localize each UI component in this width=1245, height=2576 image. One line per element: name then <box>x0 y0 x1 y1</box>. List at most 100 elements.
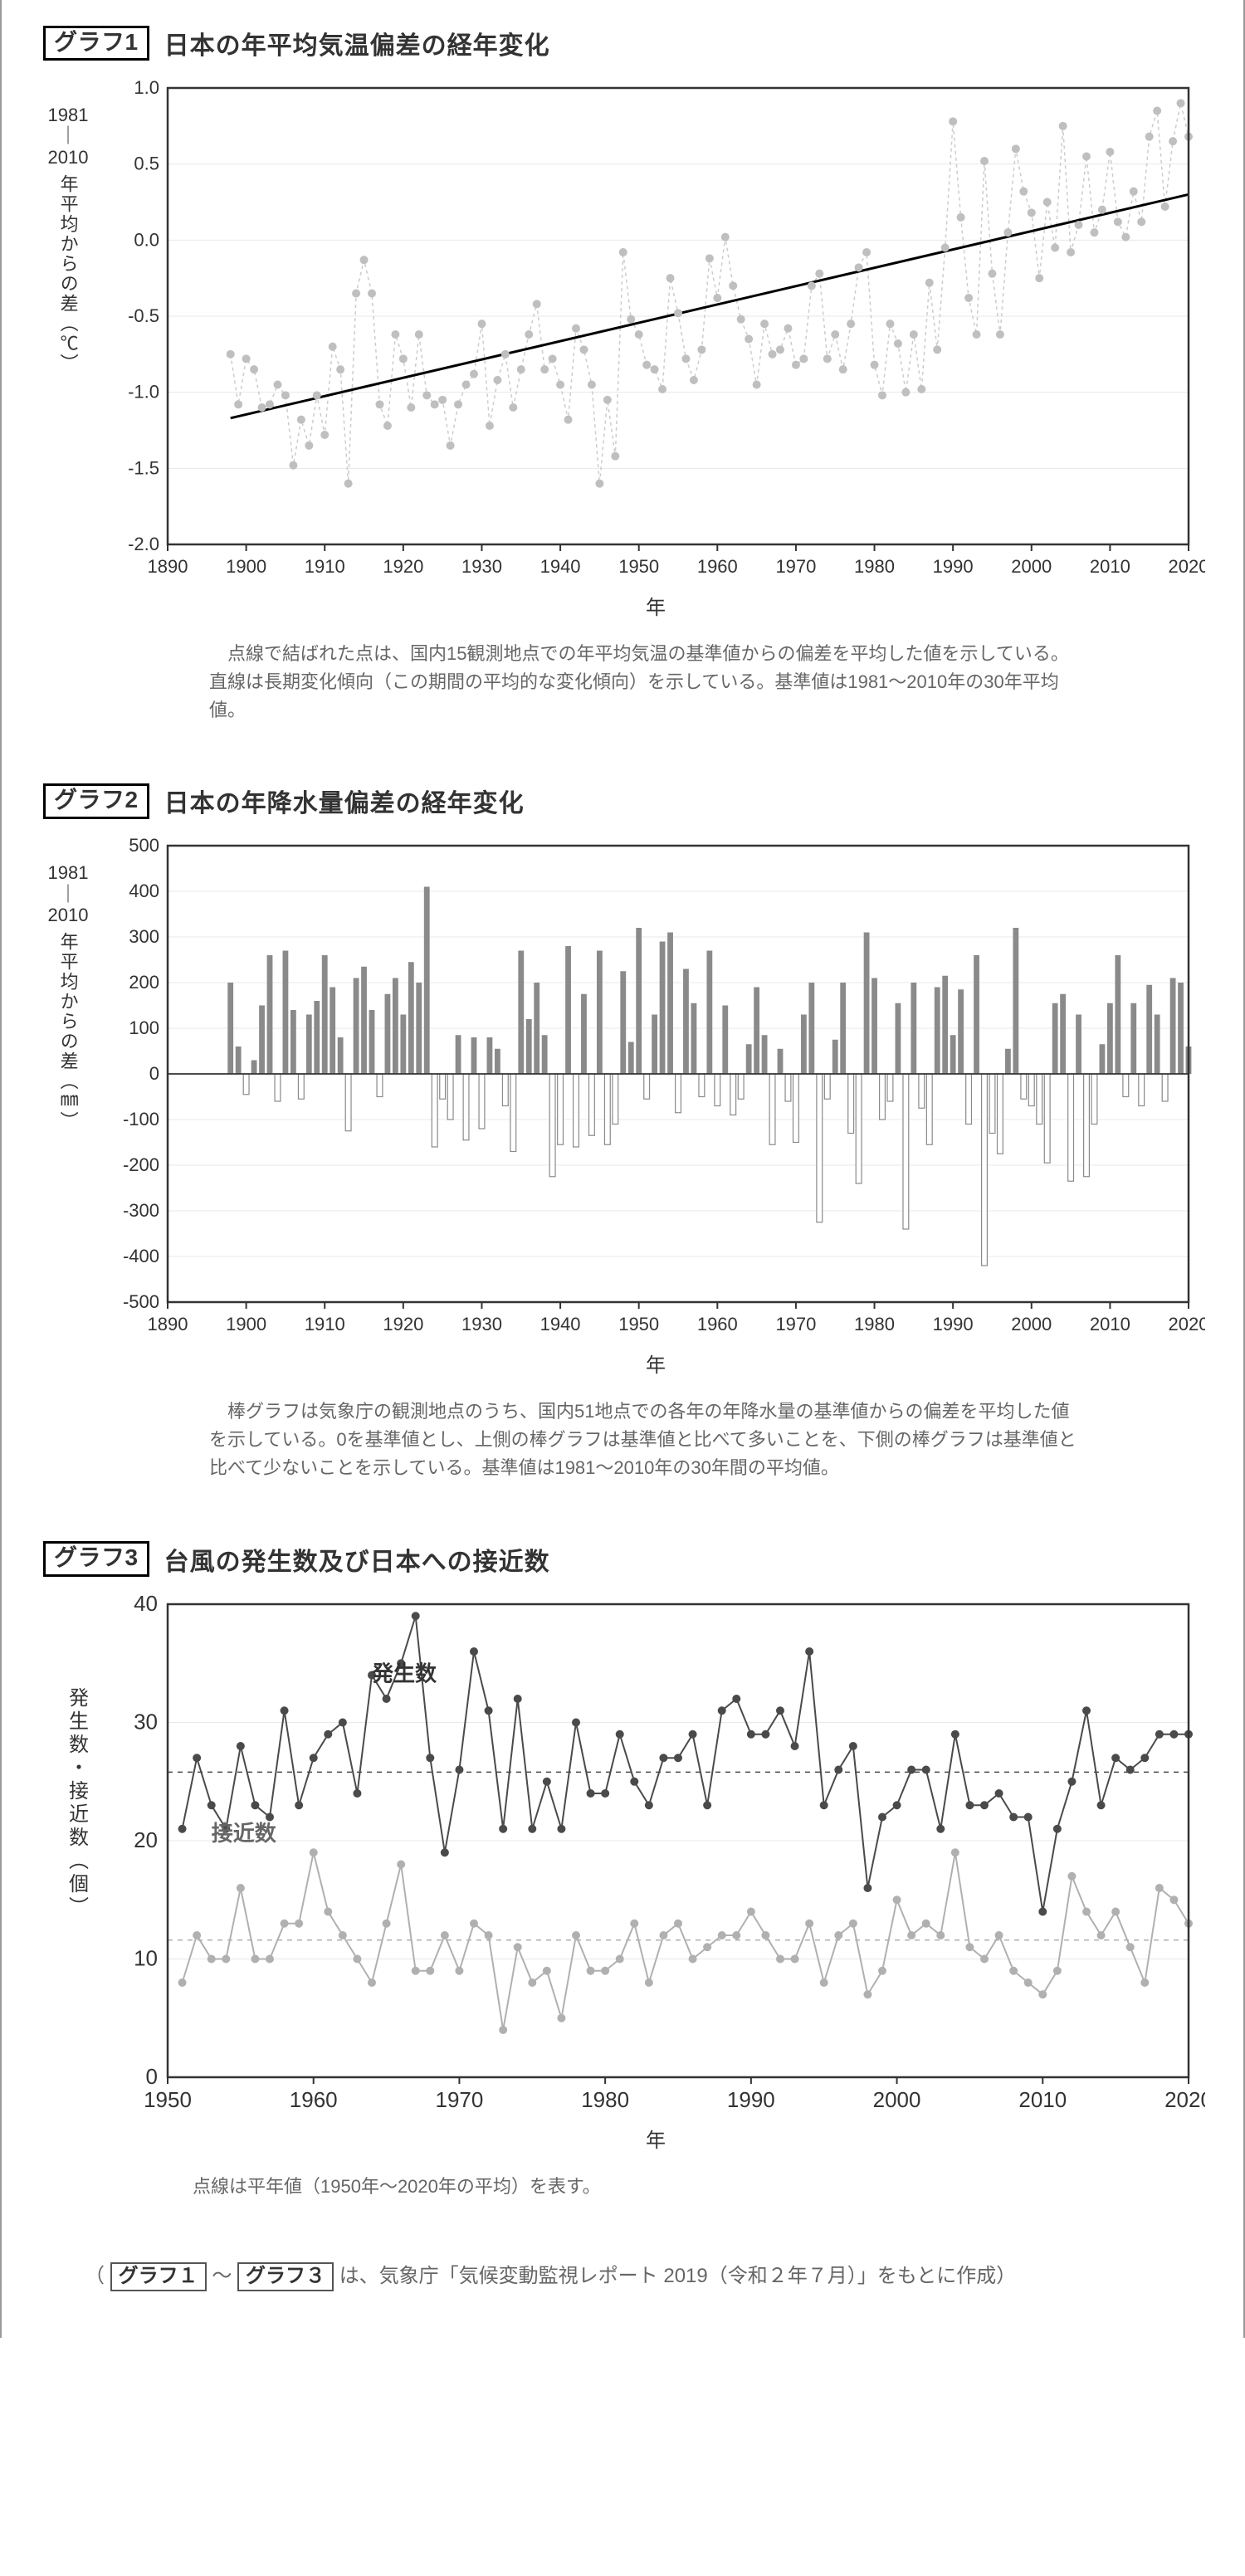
svg-text:1.0: 1.0 <box>134 77 159 98</box>
svg-text:1890: 1890 <box>148 556 188 577</box>
svg-text:1990: 1990 <box>933 1314 974 1334</box>
svg-text:2000: 2000 <box>873 2087 921 2112</box>
graph2-area: 1981 ｜ 2010 年平均からの差（㎜） -500 -400 -300 -200 -… <box>43 829 1202 1378</box>
svg-text:2010: 2010 <box>1090 556 1130 577</box>
svg-text:1970: 1970 <box>775 1314 816 1334</box>
svg-text:1980: 1980 <box>854 1314 895 1334</box>
svg-text:500: 500 <box>129 835 159 856</box>
graph2-ylabel: 1981 ｜ 2010 年平均からの差（㎜） <box>43 862 93 1135</box>
svg-text:発生数: 発生数 <box>371 1661 437 1686</box>
svg-text:200: 200 <box>129 972 159 993</box>
svg-text:1940: 1940 <box>540 1314 581 1334</box>
graph1-area: 1981 ｜ 2010 年平均からの差（℃） -2.0 -1.5 -1.0 -0.5 0… <box>43 71 1202 620</box>
svg-text:-1.0: -1.0 <box>128 382 159 402</box>
svg-text:0: 0 <box>146 2064 158 2089</box>
graph1-ylabel: 1981 ｜ 2010 年平均からの差（℃） <box>43 105 93 378</box>
graph1-svg-wrap: -2.0 -1.5 -1.0 -0.5 0.0 0.5 1.0 1890 1900 1910 192… <box>110 71 1202 586</box>
svg-text:2000: 2000 <box>1011 556 1052 577</box>
svg-text:300: 300 <box>129 926 159 947</box>
graph3-caption: 点線は平年値（1950年～2020年の平均）を表す。 <box>193 2173 1086 2201</box>
graph1-caption: 点線で結ばれた点は、国内15観測地点での年平均気温の基準値からの偏差を平均した値… <box>209 640 1086 724</box>
graph1-title-row: グラフ1 日本の年平均気温偏差の経年変化 <box>43 25 1202 61</box>
svg-text:-0.5: -0.5 <box>128 305 159 326</box>
source-prefix: （ <box>85 2265 105 2287</box>
svg-text:1970: 1970 <box>436 2087 484 2112</box>
graph2-xlabel: 年 <box>110 1349 1202 1378</box>
graph3-svg: 0 10 20 30 40 1950 1960 1970 1980 1990 2000 2010 202… <box>110 1588 1205 2119</box>
svg-text:1950: 1950 <box>618 1314 659 1334</box>
graph1-svg: -2.0 -1.5 -1.0 -0.5 0.0 0.5 1.0 1890 1900 1910 192… <box>110 71 1205 586</box>
graph1-title: 日本の年平均気温偏差の経年変化 <box>164 25 550 61</box>
svg-text:400: 400 <box>129 881 159 901</box>
svg-text:-500: -500 <box>123 1291 159 1312</box>
graph2-caption: 棒グラフは気象庁の観測地点のうち、国内51地点での各年の年降水量の基準値からの偏… <box>209 1398 1086 1482</box>
svg-text:2000: 2000 <box>1011 1314 1052 1334</box>
graph1-xlabel: 年 <box>110 591 1202 620</box>
graph3-xlabel: 年 <box>110 2124 1202 2153</box>
svg-text:0.5: 0.5 <box>134 154 159 174</box>
svg-text:-400: -400 <box>123 1246 159 1266</box>
graph2-svg-wrap: -500-400-300-200-10001002003004005001890… <box>110 829 1202 1344</box>
svg-text:1930: 1930 <box>461 556 502 577</box>
svg-text:1980: 1980 <box>854 556 895 577</box>
svg-text:100: 100 <box>129 1017 159 1038</box>
svg-text:1930: 1930 <box>461 1314 502 1334</box>
svg-text:1960: 1960 <box>697 556 738 577</box>
svg-text:2020: 2020 <box>1164 2087 1205 2112</box>
graph1-block: グラフ1 日本の年平均気温偏差の経年変化 1981 ｜ 2010 年平均からの差… <box>43 25 1202 724</box>
svg-text:30: 30 <box>134 1709 158 1734</box>
svg-text:1920: 1920 <box>383 556 423 577</box>
svg-text:0.0: 0.0 <box>134 229 159 250</box>
graph2-title-row: グラフ2 日本の年降水量偏差の経年変化 <box>43 783 1202 819</box>
source-box2: グラフ３ <box>237 2262 334 2291</box>
graph3-block: グラフ3 台風の発生数及び日本への接近数 発生数・接近数（個） 0 10 20 30 4… <box>43 1541 1202 2201</box>
page-container: グラフ1 日本の年平均気温偏差の経年変化 1981 ｜ 2010 年平均からの差… <box>0 0 1245 2338</box>
graph2-block: グラフ2 日本の年降水量偏差の経年変化 1981 ｜ 2010 年平均からの差（… <box>43 783 1202 1482</box>
svg-text:2020: 2020 <box>1169 1314 1205 1334</box>
graph1-ylabel-vert: 年平均からの差（℃） <box>57 174 78 373</box>
svg-text:1920: 1920 <box>383 1314 423 1334</box>
svg-text:1950: 1950 <box>618 556 659 577</box>
svg-text:1990: 1990 <box>933 556 974 577</box>
graph2-title: 日本の年降水量偏差の経年変化 <box>164 783 525 819</box>
svg-text:1960: 1960 <box>697 1314 738 1334</box>
source-box1: グラフ１ <box>110 2262 207 2291</box>
svg-text:1970: 1970 <box>775 556 816 577</box>
svg-text:2020: 2020 <box>1169 556 1205 577</box>
svg-text:-100: -100 <box>123 1109 159 1129</box>
source-text: は、気象庁「気候変動監視レポート 2019（令和２年７月）」をもとに作成） <box>339 2265 1017 2287</box>
svg-text:1990: 1990 <box>727 2087 775 2112</box>
svg-text:10: 10 <box>134 1945 158 1970</box>
svg-text:-1.5: -1.5 <box>128 457 159 478</box>
svg-text:1960: 1960 <box>290 2087 338 2112</box>
svg-text:40: 40 <box>134 1591 158 1616</box>
graph3-title: 台風の発生数及び日本への接近数 <box>164 1541 550 1578</box>
svg-text:1910: 1910 <box>305 556 345 577</box>
svg-text:2010: 2010 <box>1018 2087 1067 2112</box>
graph1-ylabel-prefix: 1981 ｜ 2010 <box>43 105 93 168</box>
svg-text:-300: -300 <box>123 1200 159 1221</box>
graph2-tag: グラフ2 <box>43 783 149 819</box>
graph2-svg: -500-400-300-200-10001002003004005001890… <box>110 829 1205 1344</box>
graph3-title-row: グラフ3 台風の発生数及び日本への接近数 <box>43 1541 1202 1578</box>
graph2-ylabel-vert: 年平均からの差（㎜） <box>57 932 78 1131</box>
svg-text:-200: -200 <box>123 1154 159 1175</box>
graph3-ylabel: 発生数・接近数（個） <box>60 1687 93 1925</box>
svg-text:1900: 1900 <box>226 1314 266 1334</box>
svg-text:接近数: 接近数 <box>212 1821 277 1846</box>
graph3-area: 発生数・接近数（個） 0 10 20 30 40 1950 1960 1970 1980 1990… <box>43 1588 1202 2153</box>
svg-text:1950: 1950 <box>144 2087 192 2112</box>
source-line: （ グラフ１ ～ グラフ３ は、気象庁「気候変動監視レポート 2019（令和２年… <box>85 2259 1160 2288</box>
svg-text:20: 20 <box>134 1827 158 1852</box>
svg-text:1910: 1910 <box>305 1314 345 1334</box>
graph3-tag: グラフ3 <box>43 1541 149 1577</box>
svg-text:-2.0: -2.0 <box>128 534 159 554</box>
svg-text:1900: 1900 <box>226 556 266 577</box>
graph3-svg-wrap: 0 10 20 30 40 1950 1960 1970 1980 1990 2000 2010 202… <box>110 1588 1202 2119</box>
source-mid: ～ <box>212 2265 232 2287</box>
graph2-ylabel-prefix: 1981 ｜ 2010 <box>43 862 93 925</box>
svg-text:1890: 1890 <box>148 1314 188 1334</box>
graph3-ylabel-vert: 発生数・接近数（個） <box>62 1687 91 1920</box>
svg-text:2010: 2010 <box>1090 1314 1130 1334</box>
svg-text:1980: 1980 <box>581 2087 629 2112</box>
